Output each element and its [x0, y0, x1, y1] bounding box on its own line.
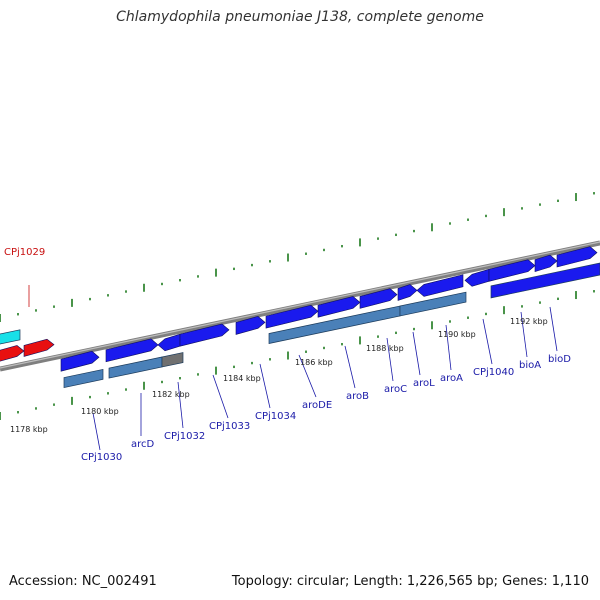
gene-label-CPj1030: CPj1030 — [81, 452, 122, 463]
forward-gene-1 — [60, 350, 100, 372]
ruler-label-1192kbp: 1192 kbp — [510, 317, 548, 326]
gene-label-CPj1033: CPj1033 — [209, 421, 250, 432]
ruler-label-1184kbp: 1184 kbp — [223, 374, 261, 383]
label-leader-lines — [28, 285, 558, 451]
leader-line-14 — [549, 306, 558, 352]
reverse-gene-1 — [63, 368, 104, 388]
gene-label-CPj1034: CPj1034 — [255, 411, 296, 422]
forward-gene-7 — [317, 296, 361, 318]
forward-gene-11 — [464, 268, 490, 287]
forward-gene-12 — [488, 259, 536, 282]
forward-gene-lower-row — [490, 262, 600, 299]
accession-text: Accession: NC_002491 — [9, 574, 157, 589]
gene-label-arcD: arcD — [131, 439, 155, 450]
leader-line-12 — [482, 318, 493, 365]
forward-gene-8 — [359, 288, 398, 309]
gene-labels: CPj1029 CPj1030 arcD CPj1032 CPj1033 CPj… — [4, 247, 571, 463]
forward-gene-14 — [556, 246, 598, 268]
gene-label-aroDE: aroDE — [302, 400, 332, 411]
reverse-gene-2 — [108, 356, 163, 379]
gene-feature-CPj1029 — [23, 338, 55, 357]
leader-line-8 — [344, 345, 356, 389]
gene-label-CPj1040: CPj1040 — [473, 367, 514, 378]
other-gene-1 — [161, 352, 184, 368]
forward-gene-10 — [416, 274, 464, 297]
genome-backbone — [0, 240, 600, 372]
gene-features — [0, 246, 600, 388]
gene-label-aroL: aroL — [413, 378, 435, 389]
leader-line-4 — [177, 381, 184, 429]
forward-gene-6 — [265, 304, 319, 329]
ruler-labels: 1178 kbp 1180 kbp 1182 kbp 1184 kbp 1186… — [10, 317, 548, 434]
ruler-label-1186kbp: 1186 kbp — [295, 358, 333, 367]
gene-feature-red-1 — [0, 345, 25, 362]
gene-label-bioA: bioA — [519, 360, 541, 371]
leader-line-9 — [386, 337, 394, 382]
leader-line-5 — [212, 374, 229, 419]
gene-label-CPj1029: CPj1029 — [4, 247, 45, 258]
genome-summary-text: Topology: circular; Length: 1,226,565 bp… — [231, 574, 589, 589]
gene-label-aroA: aroA — [440, 373, 463, 384]
forward-gene-4 — [179, 323, 230, 347]
forward-gene-13 — [534, 254, 558, 273]
forward-gene-3 — [157, 333, 181, 352]
forward-gene-9 — [397, 284, 418, 301]
leader-line-13 — [520, 311, 528, 358]
ruler-label-1188kbp: 1188 kbp — [366, 344, 404, 353]
leader-line-2 — [92, 412, 101, 451]
gene-label-aroC: aroC — [384, 384, 407, 395]
ruler-label-1190kbp: 1190 kbp — [438, 330, 476, 339]
rna-feature — [0, 329, 21, 345]
leader-line-10 — [412, 331, 421, 376]
leader-line-7 — [298, 354, 317, 398]
leader-line-6 — [259, 363, 271, 409]
forward-gene-5 — [235, 316, 266, 335]
ruler-label-1182kbp: 1182 kbp — [152, 390, 190, 399]
gene-label-aroB: aroB — [346, 391, 369, 402]
gene-label-CPj1032: CPj1032 — [164, 431, 205, 442]
gene-label-bioD: bioD — [548, 354, 571, 365]
leader-line-11 — [445, 324, 452, 371]
inner-tick-ruler — [0, 290, 595, 420]
reverse-gene-4 — [399, 291, 467, 317]
ruler-label-1178kbp: 1178 kbp — [10, 425, 48, 434]
map-title: Chlamydophila pneumoniae J138, complete … — [116, 9, 484, 25]
outer-tick-ruler — [0, 192, 595, 322]
forward-gene-2 — [105, 338, 159, 363]
ruler-label-1180kbp: 1180 kbp — [81, 407, 119, 416]
